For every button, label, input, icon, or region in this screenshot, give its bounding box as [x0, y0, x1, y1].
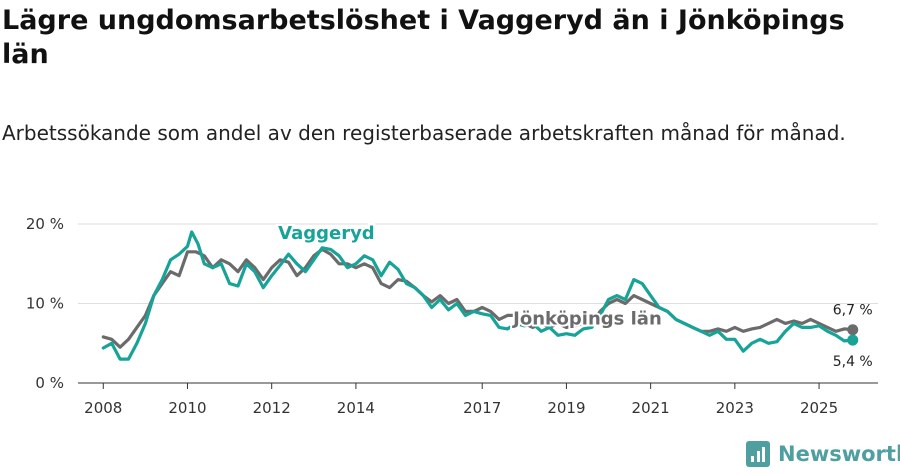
x-axis: 2008 2010 2012 2014 2017 2019 2021 2023 2025 — [78, 382, 878, 417]
x-tick-label: 2021 — [632, 399, 670, 417]
x-tick-label: 2019 — [547, 399, 585, 417]
grid-lines — [78, 223, 878, 304]
x-tick-label: 2017 — [463, 399, 501, 417]
y-tick-label: 10 % — [26, 295, 64, 313]
x-tick-label: 2023 — [716, 399, 754, 417]
x-tick-label: 2025 — [800, 399, 838, 417]
brand-logo: Newsworthy — [746, 441, 900, 467]
end-value-jonkopings-lan: 6,7 % — [833, 303, 873, 319]
series-end-point-1 — [847, 324, 859, 336]
end-value-vaggeryd: 5,4 % — [833, 354, 873, 370]
y-tick-label: 20 % — [26, 215, 64, 233]
y-axis: 0 % 10 % 20 % — [26, 215, 64, 392]
chart-title: Lägre ungdomsarbetslöshet i Vaggeryd än … — [2, 5, 845, 70]
series-line-0 — [101, 230, 855, 361]
series-lines — [101, 230, 859, 361]
series-name-vaggeryd: Vaggeryd — [278, 223, 375, 244]
x-tick-label: 2014 — [337, 399, 375, 417]
series-end-point-0 — [847, 334, 859, 346]
x-tick-label: 2008 — [84, 399, 122, 417]
brand-name: Newsworthy — [778, 442, 900, 466]
chart-subtitle: Arbetssökande som andel av den registerb… — [2, 121, 846, 145]
x-tick-label: 2010 — [168, 399, 206, 417]
series-labels: Vaggeryd Jönköpings län 6,7 % 5,4 % — [276, 221, 873, 370]
x-tick-label: 2012 — [253, 399, 291, 417]
series-name-jonkopings-lan: Jönköpings län — [511, 308, 662, 329]
y-tick-label: 0 % — [35, 374, 64, 392]
bar-chart-icon — [746, 441, 770, 467]
series-line-1 — [101, 247, 855, 349]
